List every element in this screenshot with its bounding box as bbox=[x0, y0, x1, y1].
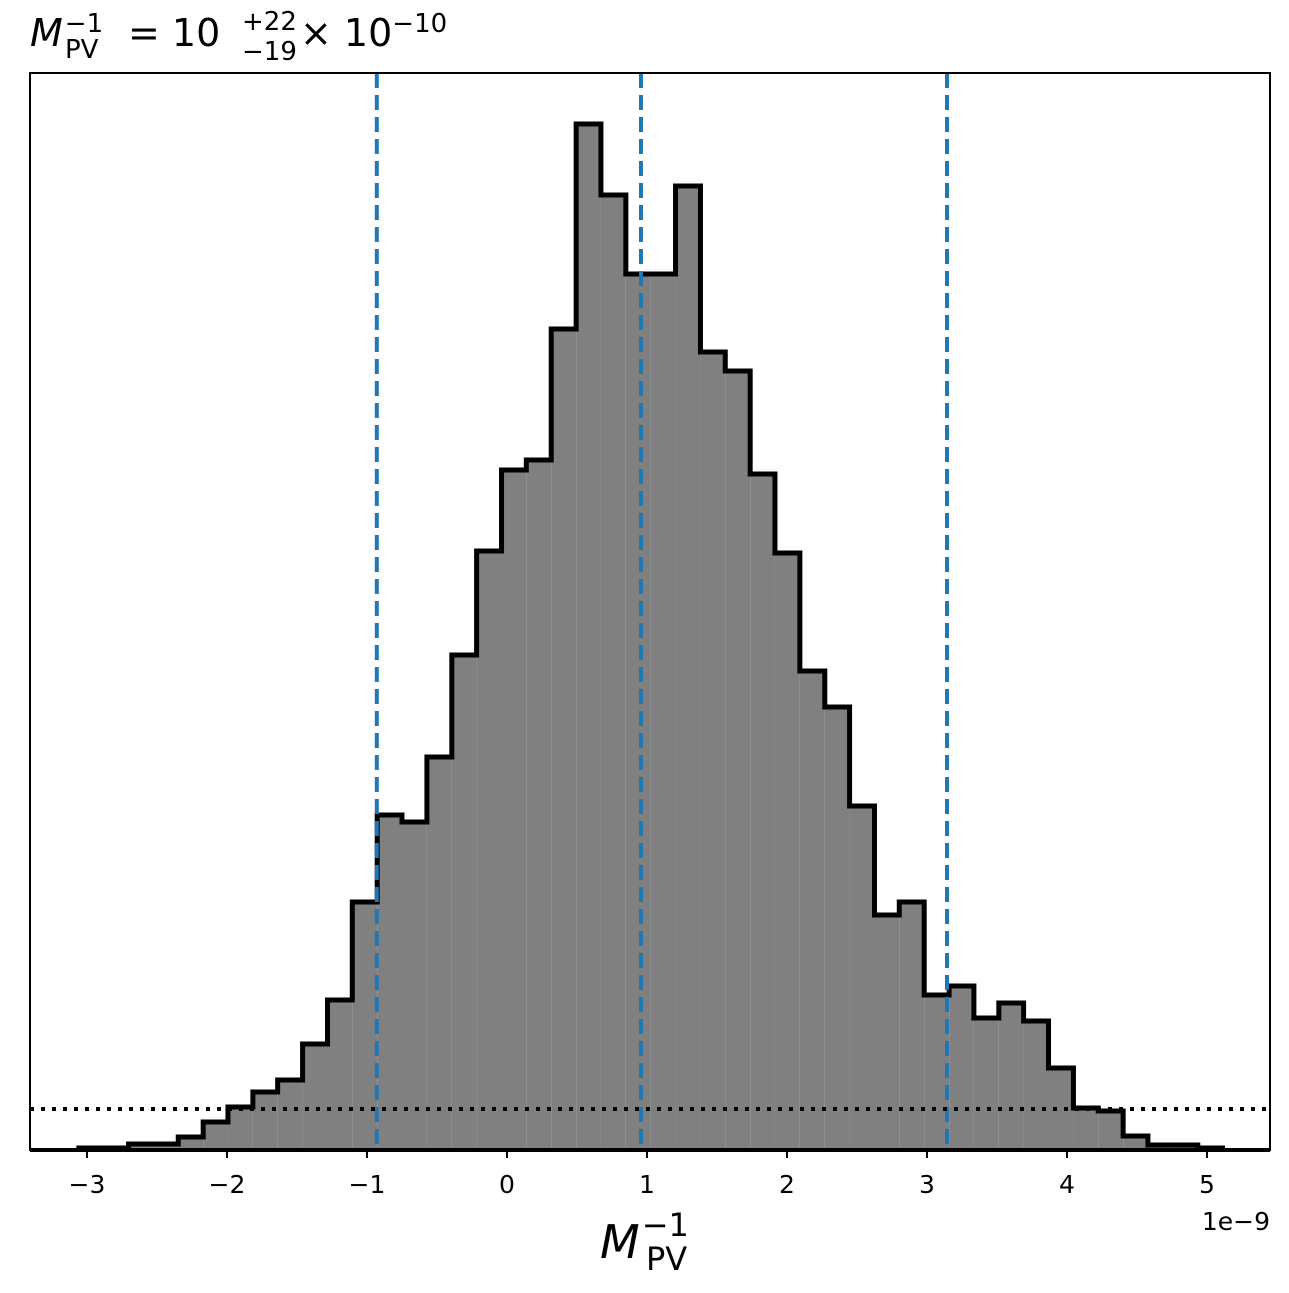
bar bbox=[451, 655, 477, 1150]
bar bbox=[252, 1092, 278, 1150]
title-eq: = 10 bbox=[128, 11, 220, 55]
bar bbox=[799, 671, 825, 1150]
title-exp: −10 bbox=[392, 9, 447, 39]
xlabel-symbol: M bbox=[600, 1215, 640, 1269]
x-tick-label: 3 bbox=[919, 1170, 935, 1199]
bar bbox=[1073, 1108, 1099, 1150]
x-tick-label: 4 bbox=[1059, 1170, 1075, 1199]
bar bbox=[625, 274, 651, 1150]
title-symbol: M bbox=[30, 11, 63, 55]
hist-outline bbox=[76, 121, 1226, 1151]
bar bbox=[203, 1122, 228, 1150]
bar bbox=[1123, 1136, 1148, 1150]
bar bbox=[924, 995, 950, 1150]
bar bbox=[576, 124, 601, 1150]
bar bbox=[600, 195, 626, 1150]
bar bbox=[1048, 1068, 1074, 1150]
bar bbox=[899, 902, 925, 1150]
bar bbox=[650, 274, 676, 1150]
bar bbox=[949, 986, 974, 1150]
bar bbox=[1098, 1111, 1124, 1150]
bar bbox=[227, 1107, 253, 1150]
chart-title: M−1 PV = 10 +22 −19× 10−10 bbox=[30, 7, 447, 67]
bar bbox=[401, 822, 427, 1150]
bar bbox=[501, 470, 527, 1150]
title-sub: PV bbox=[65, 35, 99, 65]
bar bbox=[327, 1000, 353, 1150]
bar bbox=[128, 1144, 154, 1150]
x-tick-label: 1 bbox=[639, 1170, 655, 1199]
bar bbox=[476, 551, 502, 1150]
x-tick-label: 2 bbox=[779, 1170, 795, 1199]
x-offset-label: 1e−9 bbox=[1202, 1207, 1270, 1236]
bar bbox=[153, 1144, 179, 1150]
bar bbox=[725, 371, 751, 1150]
bar bbox=[277, 1080, 303, 1150]
xlabel-sub: PV bbox=[646, 1240, 687, 1278]
x-tick-label: −1 bbox=[349, 1170, 386, 1199]
x-axis-label: M−1 PV bbox=[600, 1206, 689, 1278]
bar bbox=[973, 1018, 999, 1150]
plot-frame bbox=[29, 72, 1271, 1151]
bar bbox=[526, 460, 552, 1150]
x-tick-label: −2 bbox=[209, 1170, 246, 1199]
title-times: × 10 bbox=[300, 11, 392, 55]
bar bbox=[302, 1044, 328, 1150]
bar bbox=[700, 352, 726, 1150]
bar bbox=[849, 806, 875, 1150]
bar bbox=[774, 553, 800, 1150]
title-sup: −1 bbox=[65, 9, 103, 39]
x-tick-label: 5 bbox=[1199, 1170, 1215, 1199]
bar bbox=[824, 707, 850, 1150]
x-tick-label: −3 bbox=[69, 1170, 106, 1199]
bar bbox=[426, 757, 452, 1150]
xlabel-sup: −1 bbox=[642, 1206, 689, 1244]
x-tick-label: 0 bbox=[499, 1170, 515, 1199]
bar bbox=[874, 915, 900, 1150]
bar bbox=[1023, 1021, 1049, 1150]
title-minus: −19 bbox=[242, 37, 297, 67]
title-plus: +22 bbox=[242, 7, 297, 37]
bar bbox=[377, 815, 402, 1150]
bar bbox=[750, 474, 775, 1150]
bar bbox=[352, 902, 378, 1150]
bar bbox=[178, 1137, 204, 1150]
bar bbox=[675, 186, 701, 1150]
bar bbox=[998, 1003, 1024, 1150]
bar bbox=[551, 329, 577, 1150]
